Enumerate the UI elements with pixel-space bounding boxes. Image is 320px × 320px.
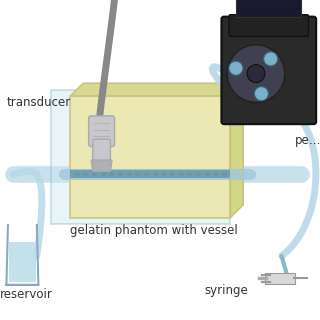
Polygon shape [230,83,243,218]
Polygon shape [70,83,243,96]
Polygon shape [91,160,112,171]
FancyBboxPatch shape [93,139,110,162]
Circle shape [264,52,278,66]
Text: gelatin phantom with vessel: gelatin phantom with vessel [70,224,238,236]
Text: pe…: pe… [294,134,320,147]
Circle shape [247,65,265,83]
Polygon shape [9,242,36,282]
FancyBboxPatch shape [229,15,308,36]
Text: transducer: transducer [6,96,71,108]
Text: reservoir: reservoir [0,288,53,300]
FancyBboxPatch shape [89,116,115,147]
Circle shape [254,87,268,101]
FancyBboxPatch shape [236,0,301,17]
Text: syringe: syringe [205,284,249,297]
FancyBboxPatch shape [265,273,295,284]
FancyBboxPatch shape [51,90,230,224]
Circle shape [229,61,243,75]
FancyBboxPatch shape [221,17,316,124]
FancyBboxPatch shape [70,96,230,218]
Circle shape [227,45,285,102]
